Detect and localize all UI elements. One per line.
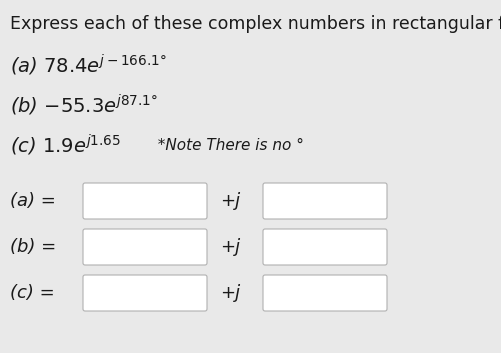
FancyBboxPatch shape <box>263 275 387 311</box>
Text: (c) =: (c) = <box>10 284 55 302</box>
Text: +j: +j <box>220 284 240 302</box>
FancyBboxPatch shape <box>83 229 207 265</box>
Text: (c) $1.9e^{j1.65}$: (c) $1.9e^{j1.65}$ <box>10 132 121 157</box>
FancyBboxPatch shape <box>83 183 207 219</box>
Text: *Note There is no °: *Note There is no ° <box>148 138 304 152</box>
Text: (a) $78.4e^{j-166.1°}$: (a) $78.4e^{j-166.1°}$ <box>10 52 167 78</box>
FancyBboxPatch shape <box>83 275 207 311</box>
Text: (b) $-55.3e^{j87.1°}$: (b) $-55.3e^{j87.1°}$ <box>10 92 158 118</box>
Text: (b) =: (b) = <box>10 238 56 256</box>
Text: (a) =: (a) = <box>10 192 56 210</box>
FancyBboxPatch shape <box>263 183 387 219</box>
Text: +j: +j <box>220 192 240 210</box>
FancyBboxPatch shape <box>263 229 387 265</box>
Text: +j: +j <box>220 238 240 256</box>
Text: Express each of these complex numbers in rectangular form: Express each of these complex numbers in… <box>10 15 501 33</box>
